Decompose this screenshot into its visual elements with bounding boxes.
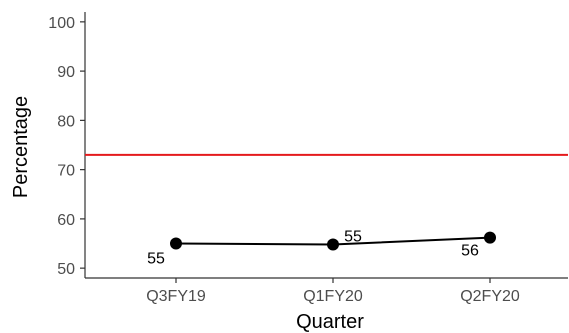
y-axis-title: Percentage [10,96,32,198]
series [170,231,496,251]
data-labels: 55 55 56 [147,229,479,268]
data-label: 56 [461,243,479,260]
x-tick-label: Q2FY20 [460,288,520,305]
x-axis-title: Quarter [296,311,364,333]
y-tick-label: 80 [57,113,75,130]
data-label: 55 [344,229,362,246]
x-tick-label: Q3FY19 [146,288,206,305]
y-tick-label: 90 [57,64,75,81]
y-tick-label: 60 [57,212,75,229]
data-point [327,238,339,251]
x-tick-label: Q1FY20 [303,288,363,305]
y-axis-ticks: 50 60 70 80 90 100 [48,15,85,278]
data-label: 55 [147,251,165,268]
data-point [484,231,496,244]
y-tick-label: 50 [57,261,75,278]
plot-area [84,12,568,279]
y-tick-label: 70 [57,163,75,180]
data-point [170,237,182,250]
x-axis-ticks: Q3FY19 Q1FY20 Q2FY20 [146,278,520,305]
y-tick-label: 100 [48,15,75,32]
